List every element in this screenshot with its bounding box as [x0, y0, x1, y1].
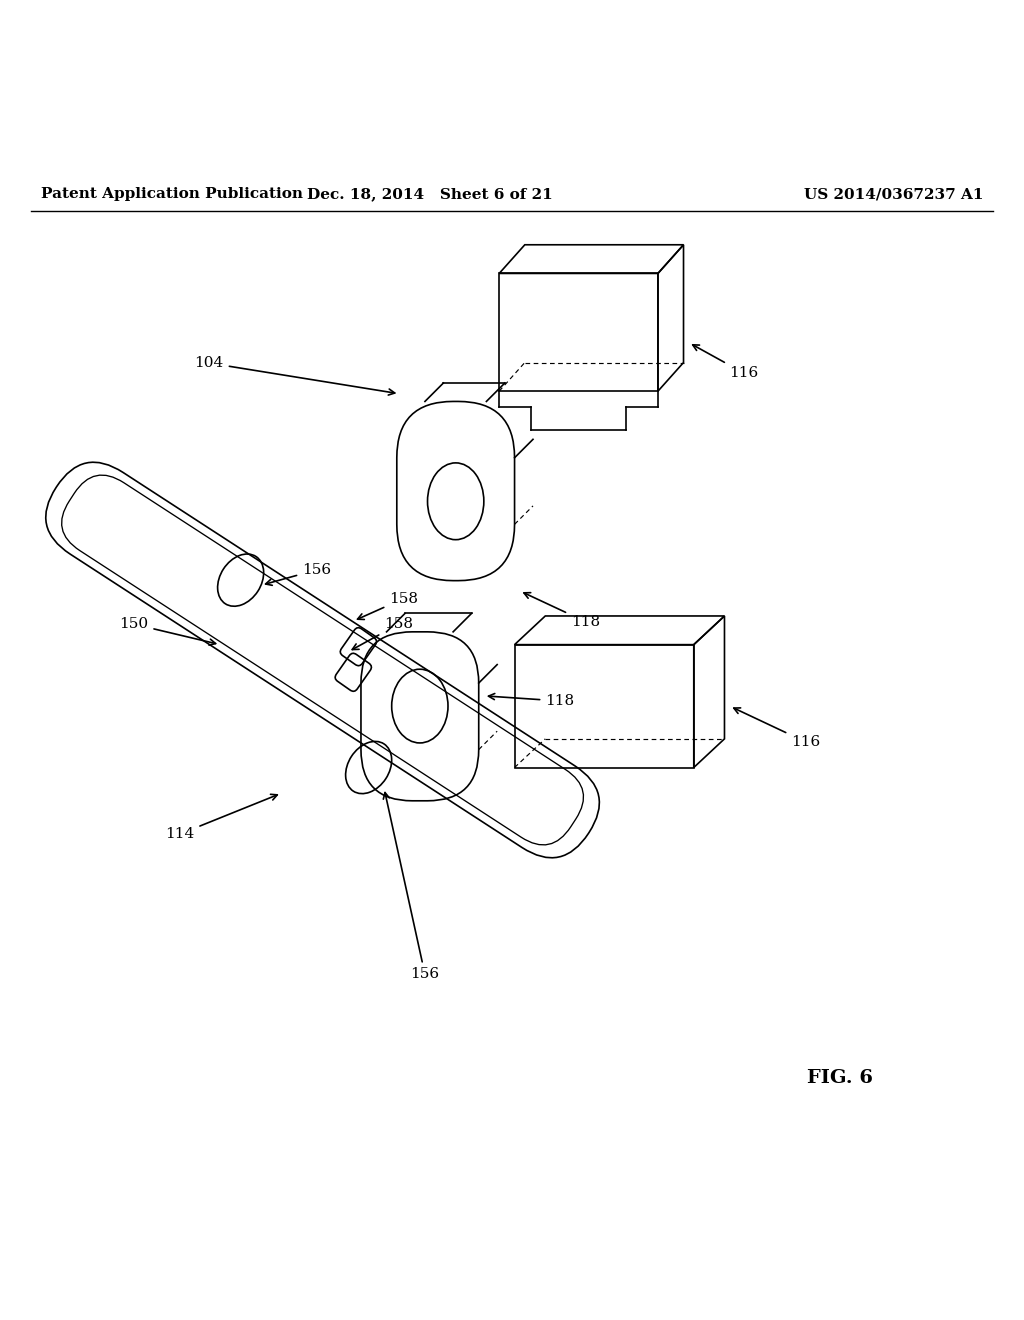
Text: 104: 104 — [195, 356, 395, 395]
Text: 158: 158 — [357, 591, 418, 619]
Text: 116: 116 — [692, 345, 759, 380]
Text: Patent Application Publication: Patent Application Publication — [41, 187, 303, 201]
Text: FIG. 6: FIG. 6 — [807, 1069, 872, 1086]
Text: 156: 156 — [265, 562, 331, 585]
Text: 118: 118 — [488, 693, 574, 708]
Text: 150: 150 — [120, 618, 216, 645]
Text: Dec. 18, 2014   Sheet 6 of 21: Dec. 18, 2014 Sheet 6 of 21 — [307, 187, 553, 201]
Text: 156: 156 — [383, 792, 439, 981]
Text: 158: 158 — [352, 618, 413, 649]
Text: 118: 118 — [524, 593, 600, 628]
Text: US 2014/0367237 A1: US 2014/0367237 A1 — [804, 187, 983, 201]
Text: 114: 114 — [165, 795, 278, 841]
Text: 116: 116 — [734, 708, 820, 748]
